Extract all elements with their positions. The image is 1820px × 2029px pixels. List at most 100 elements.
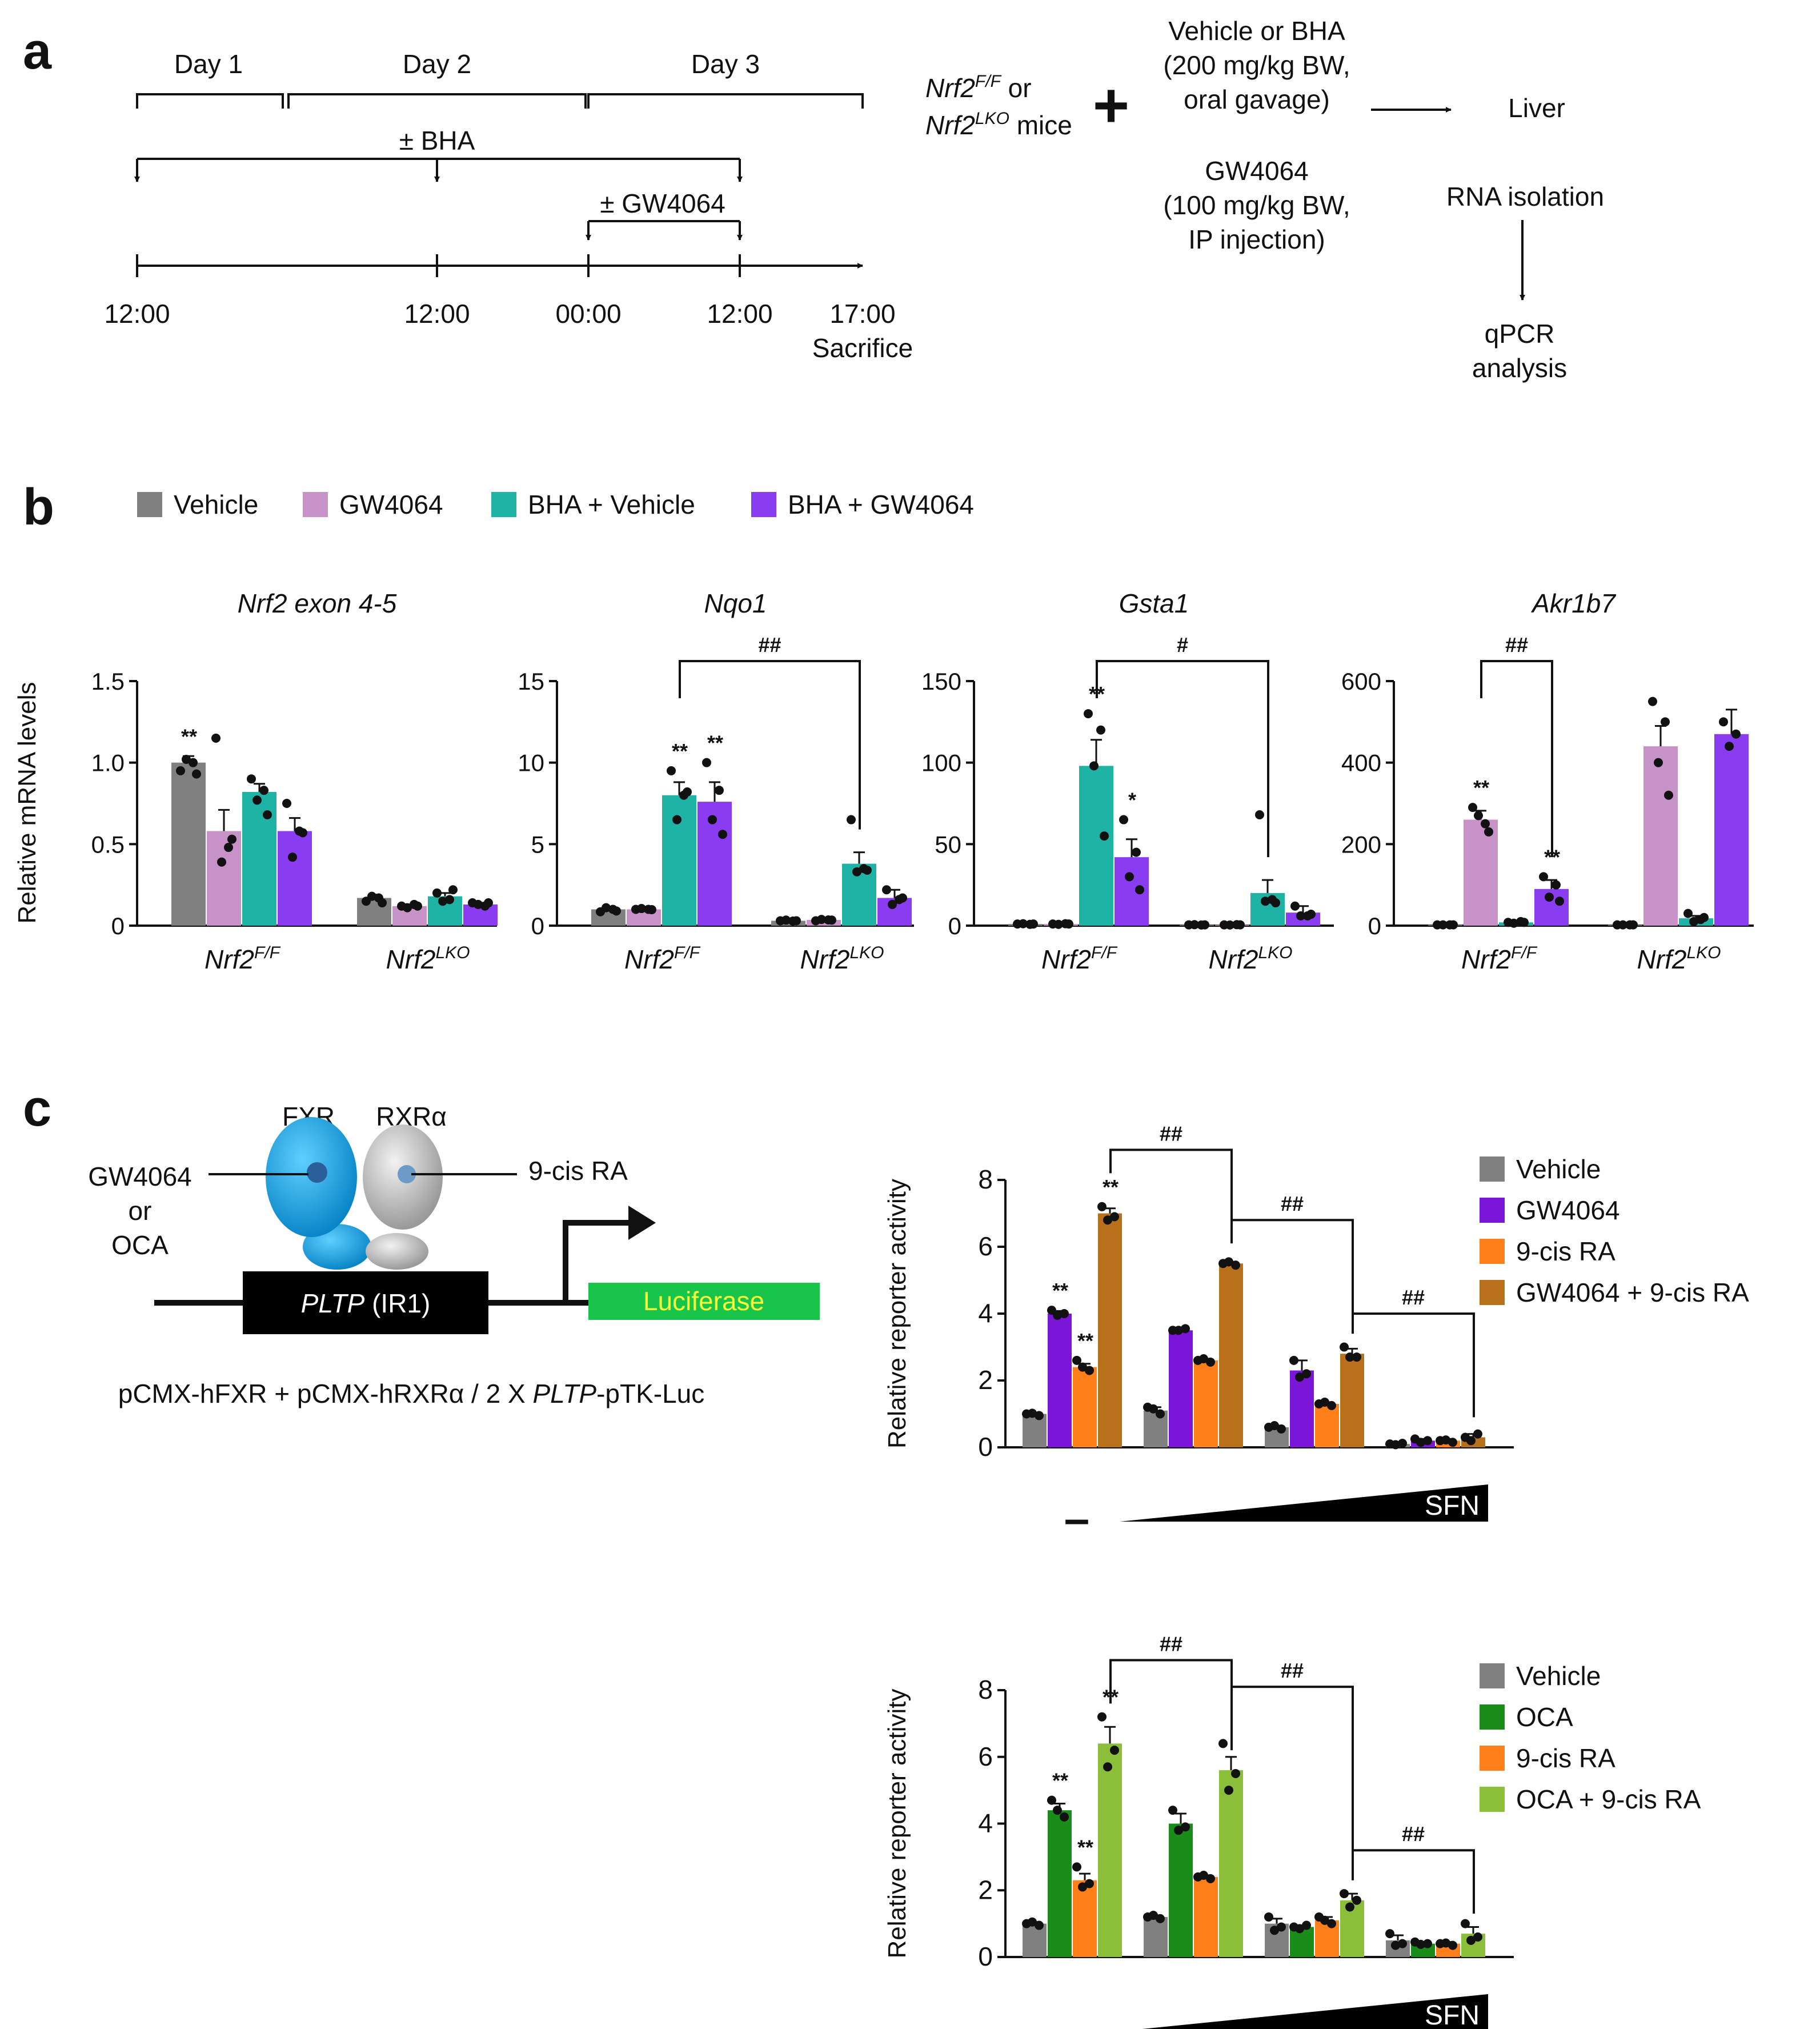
bar-1-0: [1048, 1314, 1072, 1447]
y-tick-label-1: 2: [978, 1875, 993, 1904]
point-1-0-1: [1481, 819, 1490, 829]
panel-label-a: a: [23, 23, 52, 80]
annotation-1: **: [1077, 1835, 1093, 1859]
legend-swatch-3: [751, 492, 776, 517]
bracket-0: [1096, 660, 1269, 858]
point-0-1-2: [781, 915, 791, 925]
point-2-1-2: [1199, 1870, 1208, 1880]
y-tick-label-1: 200: [1341, 831, 1381, 858]
point-1-0-1: [224, 843, 233, 853]
chart-title: Nqo1: [704, 589, 767, 618]
point-2-0-2: [1089, 761, 1099, 771]
point-3-0-2: [1125, 872, 1134, 882]
point-3-0-0: [1539, 872, 1548, 882]
legend-swatch-0: [1480, 1156, 1505, 1182]
point-0-1-2: [1149, 1404, 1158, 1414]
mice-line-1: Nrf2F/F or: [925, 72, 1032, 103]
y-tick-label-0: 0: [531, 913, 544, 939]
day1-label: Day 1: [174, 49, 243, 79]
y-tick-label-0: 0: [111, 913, 125, 939]
chart-nqo1: Nqo1 0 5 10 15 ** ** ## Nrf2F/F Nrf2LKO: [518, 589, 914, 974]
group-label-0: Nrf2F/F: [624, 943, 701, 974]
point-3-1-0: [1290, 901, 1300, 911]
y-tick-label-3: 1.5: [91, 668, 125, 695]
point-0-2-0: [1264, 1912, 1273, 1922]
point-1-0-1: [1060, 1309, 1069, 1318]
point-2-1-1: [1206, 1357, 1215, 1367]
point-1-1-2: [1225, 920, 1234, 930]
bracket-2: [1352, 1849, 1475, 1914]
point-1-0-2: [637, 904, 646, 914]
point-3-2-0: [1340, 1889, 1349, 1899]
fxr-ligand-pocket: [307, 1162, 327, 1183]
point-3-0-1: [1132, 847, 1141, 857]
reporter-ylabel: Relative reporter activity: [883, 1179, 911, 1448]
y-tick-label-3: 6: [978, 1742, 993, 1771]
point-1-0-3: [1064, 919, 1073, 929]
qpcr-line1: qPCR: [1485, 319, 1555, 349]
y-tick-label-1: 2: [978, 1365, 993, 1395]
point-1-2-2: [1295, 1924, 1304, 1934]
panel-b: b Vehicle GW4064 BHA + Vehicle BHA + GW4064…: [13, 479, 1754, 974]
chart-reporter-oca: Relative reporter activity 02468******###…: [883, 1632, 1514, 2029]
sacrifice-label: Sacrifice: [812, 333, 913, 363]
point-0-3-2: [1391, 1940, 1400, 1950]
point-3-0-3: [1135, 885, 1144, 895]
panel-b-ylabel: Relative mRNA levels: [13, 682, 41, 923]
bracket-0: [679, 660, 861, 830]
point-2-0-0: [1084, 709, 1093, 719]
liver-label: Liver: [1508, 93, 1565, 123]
point-1-0-2: [1053, 1310, 1062, 1320]
point-2-0-1: [1085, 1366, 1094, 1375]
point-2-1-2: [438, 897, 447, 906]
legend-c-bottom: Vehicle OCA 9-cis RA OCA + 9-cis RA: [1480, 1661, 1701, 1814]
point-1-3-1: [1423, 1436, 1432, 1446]
point-3-0-0: [1119, 815, 1128, 825]
point-0-1-1: [1156, 1914, 1165, 1923]
point-3-1-3: [898, 893, 907, 903]
point-3-0-3: [1555, 897, 1564, 906]
point-2-0-2: [1509, 918, 1518, 928]
qpcr-line2: analysis: [1472, 353, 1567, 383]
bar-2-0: [1079, 766, 1113, 926]
point-0-0-2: [182, 754, 191, 764]
point-1-1-1: [1181, 1822, 1190, 1832]
point-3-1-2: [1224, 1786, 1233, 1795]
bar-2-1: [1194, 1876, 1218, 1957]
point-2-0-3: [1100, 831, 1109, 841]
point-2-1-3: [448, 885, 458, 895]
tss-arrow: [563, 1220, 634, 1303]
point-0-0-1: [1035, 1920, 1044, 1930]
y-tick-label-2: 10: [518, 750, 544, 777]
point-0-0-0: [176, 766, 185, 775]
point-1-1-3: [1236, 920, 1245, 930]
point-2-0-3: [263, 810, 272, 819]
luciferase-label: Luciferase: [643, 1286, 764, 1316]
bracket-label-1: ##: [1281, 1659, 1304, 1682]
point-1-1-1: [1661, 717, 1670, 727]
point-2-3-2: [1441, 1938, 1450, 1948]
group-label-0: Nrf2F/F: [205, 943, 281, 974]
point-3-0-0: [1097, 1712, 1107, 1722]
point-1-0-2: [1054, 919, 1063, 929]
point-3-0-1: [1110, 1212, 1119, 1222]
bracket-label-0: ##: [1160, 1632, 1182, 1655]
y-tick-label-2: 1.0: [91, 750, 125, 777]
legend-swatch-0: [137, 492, 162, 517]
y-tick-label-1: 50: [935, 831, 961, 858]
legend-b: Vehicle GW4064 BHA + Vehicle BHA + GW4064: [137, 490, 974, 519]
point-2-2-1: [1327, 1400, 1336, 1410]
point-3-0-2: [1103, 1762, 1112, 1772]
time-label-2: 12:00: [404, 299, 470, 329]
point-1-2-1: [1302, 1369, 1311, 1379]
bracket-label-0: #: [1177, 633, 1188, 657]
point-2-0-2: [672, 815, 682, 825]
day2-bracket: [287, 93, 587, 109]
tss-arrow-head: [628, 1206, 656, 1240]
bar-1-1: [1169, 1330, 1193, 1447]
pltp-element-label: PLTP (IR1): [301, 1288, 431, 1318]
treat2-line2: (100 mg/kg BW,: [1163, 190, 1350, 220]
mice-line-2: Nrf2LKO mice: [925, 109, 1072, 140]
point-0-0-3: [1029, 919, 1038, 929]
